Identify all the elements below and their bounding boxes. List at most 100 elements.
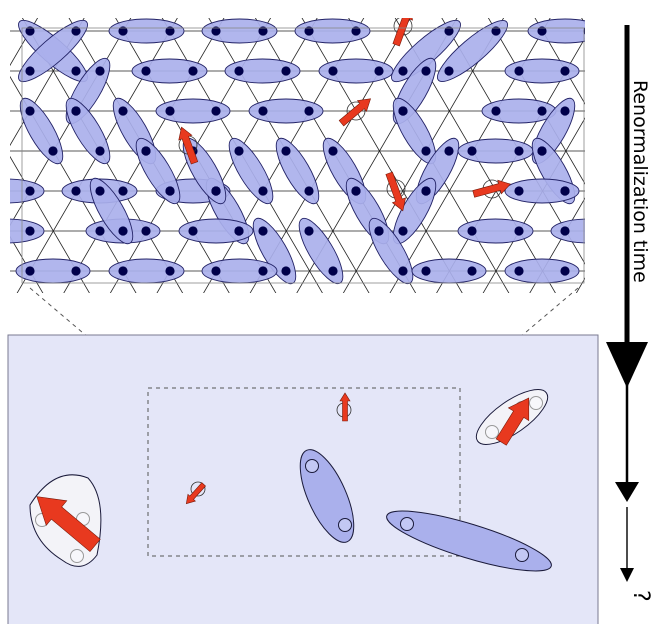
lattice-site [95, 146, 105, 156]
lattice-frame [21, 27, 585, 284]
lattice-site [258, 226, 268, 236]
lattice-site [118, 226, 128, 236]
lattice-site [398, 106, 408, 116]
lattice-site [514, 66, 524, 76]
spin-arrow [472, 179, 511, 198]
lattice-site [25, 106, 35, 116]
lattice-site [25, 266, 35, 276]
lattice-site [258, 186, 268, 196]
lattice-site [71, 186, 81, 196]
lattice-site [258, 106, 268, 116]
final-state-question-mark: ? [628, 590, 653, 602]
cluster-site [529, 396, 543, 410]
lattice-site [211, 266, 221, 276]
lattice-site [71, 106, 81, 116]
lattice-site [234, 146, 244, 156]
lattice-site [351, 26, 361, 36]
spin-arrow [495, 397, 530, 446]
lattice-site [374, 226, 384, 236]
lattice-site [281, 146, 291, 156]
lattice-site [141, 226, 151, 236]
lattice-site [48, 146, 58, 156]
lattice-site [95, 226, 105, 236]
lattice-site [467, 266, 477, 276]
dimer [201, 18, 278, 44]
lattice-site [328, 266, 338, 276]
lattice-site [444, 26, 454, 36]
lattice-site [351, 186, 361, 196]
dimer [298, 217, 344, 285]
lattice-site [188, 226, 198, 236]
lattice-site [304, 186, 314, 196]
lattice-site [467, 226, 477, 236]
lattice-site [71, 26, 81, 36]
dimer [504, 58, 580, 84]
lattice-site [118, 106, 128, 116]
lattice-site [537, 146, 547, 156]
lattice-site [444, 146, 454, 156]
lattice-site [491, 26, 501, 36]
dimer [294, 18, 371, 44]
lattice-bond [21, 18, 184, 293]
effective-dimer-1 [299, 449, 355, 543]
lattice-site [560, 186, 570, 196]
dimer [527, 18, 585, 44]
spin-arrow [185, 482, 206, 505]
lattice-site [141, 146, 151, 156]
lattice-site [537, 26, 547, 36]
dimer [318, 58, 394, 84]
dimer [457, 218, 534, 244]
lattice-site [398, 226, 408, 236]
lattice-site [537, 106, 547, 116]
free-spin-site [190, 481, 206, 497]
lattice-site [304, 106, 314, 116]
dimer [275, 137, 320, 205]
lattice-site [281, 66, 291, 76]
free-spin-site [346, 101, 366, 121]
lattice-site [514, 186, 524, 196]
lattice-site [514, 266, 524, 276]
lattice-site [398, 266, 408, 276]
lattice-site [444, 66, 454, 76]
lattice-site [514, 146, 524, 156]
dimer [224, 58, 301, 84]
dimer [19, 97, 64, 165]
lattice-site [398, 66, 408, 76]
lattice-site [467, 146, 477, 156]
lattice-site [25, 26, 35, 36]
dimer-site [400, 517, 414, 531]
lattice-site [234, 226, 244, 236]
lattice-site [165, 106, 175, 116]
lattice-site [165, 26, 175, 36]
lattice-site [25, 226, 35, 236]
lattice-site [421, 266, 431, 276]
lattice-site [141, 66, 151, 76]
lattice-site [281, 266, 291, 276]
lattice-site [71, 266, 81, 276]
spin-arrow [178, 126, 199, 165]
lattice-site [234, 66, 244, 76]
spin-arrow [385, 171, 406, 212]
lattice-site [258, 26, 268, 36]
dimer-site [305, 459, 319, 473]
dimer [437, 20, 508, 82]
lattice-site [421, 66, 431, 76]
lattice-site [25, 66, 35, 76]
dimer [155, 98, 231, 124]
spin-arrow [338, 98, 371, 127]
lattice-site [118, 186, 128, 196]
dimer [18, 19, 88, 83]
coarse-grained-content [29, 387, 552, 572]
lattice-site [304, 26, 314, 36]
lattice-site [328, 146, 338, 156]
lattice-site [211, 26, 221, 36]
lattice-site [606, 226, 615, 235]
lattice-site [165, 266, 175, 276]
lattice-site [560, 66, 570, 76]
lattice-site [25, 186, 35, 196]
lattice-site [95, 186, 105, 196]
dimer [248, 98, 324, 124]
time-axis-medium-head [615, 482, 639, 502]
lattice-site [118, 26, 128, 36]
